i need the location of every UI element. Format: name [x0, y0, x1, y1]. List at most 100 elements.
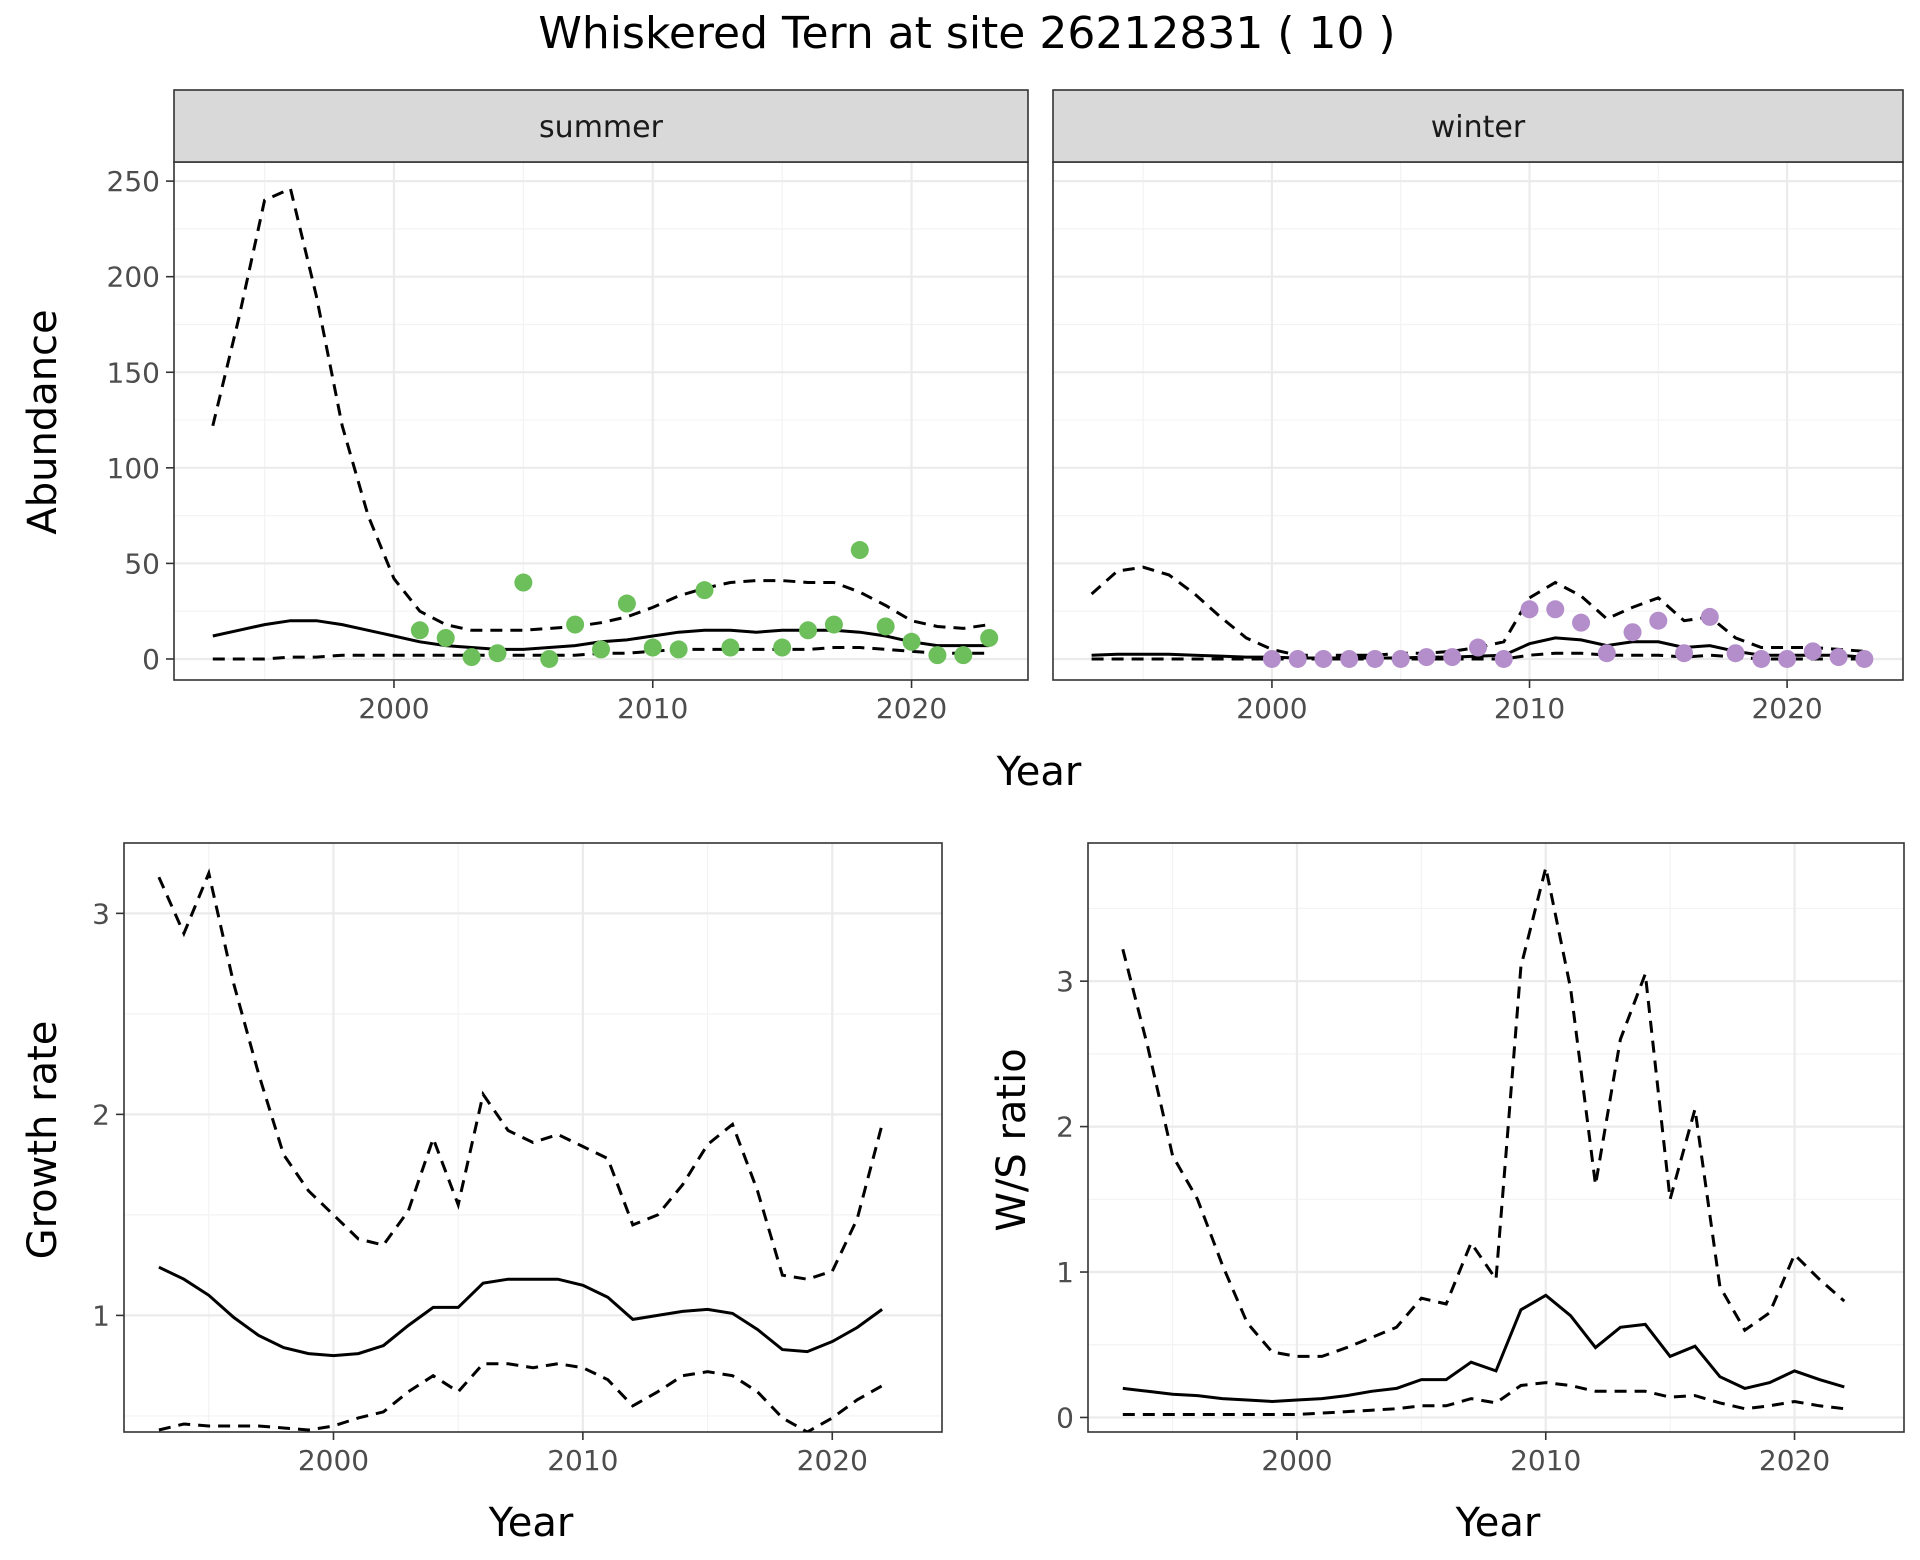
- facet-strip-label: winter: [1431, 110, 1526, 145]
- observation-point: [1314, 649, 1333, 668]
- observation-point: [1752, 649, 1771, 668]
- observation-point: [876, 617, 895, 636]
- observation-point: [850, 541, 869, 560]
- observation-point: [1855, 649, 1874, 668]
- observation-point: [928, 646, 947, 665]
- mean-trend-line: [1122, 1293, 1845, 1404]
- observation-point: [488, 644, 507, 663]
- ws-ratio-panel: 2000 2010 2020 0 1 2 3: [1056, 842, 1905, 1477]
- y-tick-label: 100: [107, 452, 160, 485]
- observation-point: [1778, 649, 1797, 668]
- observation-point: [592, 640, 610, 659]
- x-tick-label: 2000: [1236, 692, 1307, 725]
- observation-point: [1700, 607, 1719, 626]
- x-tick-label: 2010: [1494, 692, 1565, 725]
- x-tick-label: 2000: [358, 692, 429, 725]
- observation-point: [514, 573, 533, 592]
- y-tick-label: 0: [142, 643, 160, 676]
- observation-point: [1288, 649, 1307, 668]
- x-tick-label: 2020: [1759, 1444, 1830, 1477]
- growth-rate-panel: 2000 2010 2020 1 2 3: [92, 842, 943, 1477]
- observation-point: [980, 628, 999, 647]
- observation-point: [954, 646, 973, 665]
- observation-point: [824, 615, 843, 634]
- observation-point: [1417, 648, 1436, 667]
- lower-bound-line: [158, 1362, 883, 1432]
- y-tick-label: 200: [107, 261, 160, 294]
- x-tick-label: 2010: [617, 692, 688, 725]
- observation-point: [1443, 648, 1462, 667]
- x-tick-label: 2000: [298, 1444, 369, 1477]
- winter-panel: winter 2000 2010 2020: [1052, 89, 1904, 725]
- observation-point: [643, 638, 662, 657]
- upper-bound-line: [157, 868, 884, 1281]
- observation-point: [669, 640, 688, 659]
- observation-point: [617, 594, 636, 613]
- observation-point: [1675, 644, 1694, 663]
- y-tick-label: 2: [1056, 1111, 1074, 1144]
- growth-x-axis-title: Year: [488, 1500, 574, 1546]
- series-group: [211, 186, 990, 661]
- observation-point: [410, 621, 429, 640]
- observation-point: [721, 638, 740, 657]
- panel-border: [123, 842, 943, 1433]
- y-tick-label: 50: [124, 547, 160, 580]
- x-tick-label: 2010: [547, 1444, 618, 1477]
- observation-point: [540, 649, 559, 668]
- ws-x-axis-title: Year: [1455, 1500, 1541, 1546]
- x-tick-label: 2020: [1751, 692, 1822, 725]
- observation-point: [799, 621, 818, 640]
- observation-point: [1572, 613, 1591, 632]
- x-tick-label: 2020: [797, 1444, 868, 1477]
- lower-bound-line: [1122, 1381, 1845, 1416]
- observation-point: [773, 638, 792, 657]
- y-tick-label: 150: [107, 356, 160, 389]
- observation-point: [566, 615, 585, 634]
- y-tick-label: 3: [92, 897, 110, 930]
- observation-point: [462, 648, 481, 667]
- x-tick-label: 2000: [1261, 1444, 1332, 1477]
- growth-rate-axis-title: Growth rate: [20, 1021, 66, 1260]
- observation-point: [1469, 638, 1487, 657]
- observation-point: [1391, 649, 1410, 668]
- observation-point: [695, 581, 714, 600]
- y-tick-label: 250: [107, 165, 160, 198]
- series-group: [157, 868, 884, 1432]
- observation-point: [1829, 648, 1848, 667]
- observation-point: [1597, 644, 1616, 663]
- observation-point: [1365, 649, 1384, 668]
- observation-point: [1340, 649, 1359, 668]
- ws-ratio-axis-title: W/S ratio: [989, 1048, 1035, 1231]
- series-group: [1121, 867, 1846, 1416]
- facet-strip: [1052, 89, 1904, 163]
- panel-border: [1087, 842, 1905, 1433]
- upper-bound-line: [211, 186, 990, 632]
- observation-point: [1803, 642, 1822, 661]
- mean-trend-line: [158, 1265, 883, 1358]
- observation-point: [1546, 600, 1565, 619]
- summer-panel: summer 2000 2010 2020 0 50 100 150 200 250: [107, 89, 1029, 725]
- facet-strip-label: summer: [539, 110, 664, 145]
- y-tick-label: 2: [92, 1098, 110, 1131]
- x-tick-label: 2020: [876, 692, 947, 725]
- upper-bound-line: [1121, 867, 1846, 1358]
- observation-point: [1649, 611, 1668, 630]
- observation-point: [902, 632, 921, 651]
- observation-point: [1262, 649, 1281, 668]
- y-tick-label: 1: [92, 1299, 110, 1332]
- panel-border: [1052, 161, 1904, 681]
- observation-point: [1494, 649, 1513, 668]
- observation-point: [436, 628, 455, 647]
- y-tick-label: 3: [1056, 965, 1074, 998]
- figure-title: Whiskered Tern at site 26212831 ( 10 ): [538, 8, 1395, 59]
- observation-point: [1726, 644, 1745, 663]
- observation-point: [1623, 623, 1642, 642]
- observation-point: [1520, 600, 1539, 619]
- y-tick-label: 0: [1056, 1401, 1074, 1434]
- x-tick-label: 2010: [1510, 1444, 1581, 1477]
- abundance-axis-title: Abundance: [20, 309, 66, 534]
- y-tick-label: 1: [1056, 1256, 1074, 1289]
- top-x-axis-title: Year: [996, 749, 1082, 795]
- facet-strip: [173, 89, 1029, 163]
